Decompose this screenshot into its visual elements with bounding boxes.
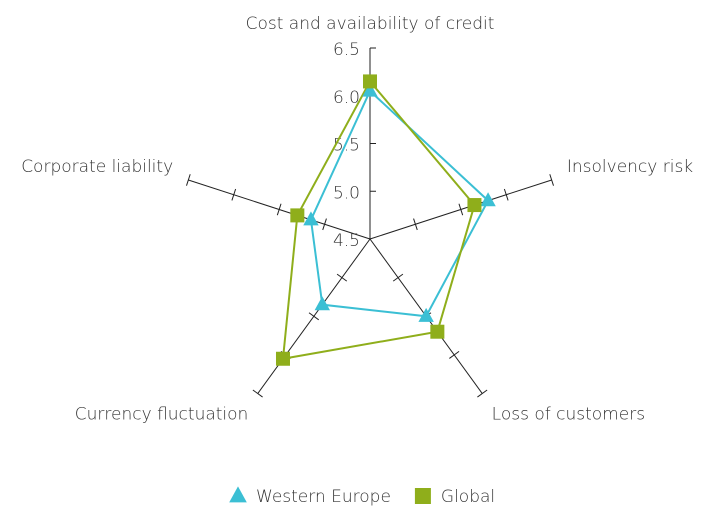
r-tick-label: 5.5: [333, 136, 360, 156]
data-point: [314, 296, 330, 311]
axis-label: Insolvency risk: [567, 157, 693, 177]
data-point: [430, 324, 445, 339]
data-point: [290, 208, 305, 223]
tick-mark: [477, 389, 488, 398]
legend-label: Global: [441, 487, 495, 507]
tick-mark: [308, 312, 320, 321]
data-point: [275, 351, 290, 366]
r-tick-label: 6.5: [333, 40, 360, 60]
axis-label: Currency fluctuation: [75, 404, 249, 424]
axis-label: Loss of customers: [492, 404, 645, 424]
series-line: [281, 79, 476, 360]
data-point: [303, 211, 319, 226]
data-point: [362, 82, 378, 97]
tick-mark: [252, 389, 263, 398]
data-point: [363, 74, 377, 89]
legend-label: Western Europe: [256, 487, 391, 507]
data-point: [467, 198, 482, 213]
axis-label: Cost and availability of credit: [246, 14, 495, 34]
tick-mark: [458, 203, 464, 216]
legend-swatch: [414, 488, 431, 504]
series-line: [309, 89, 490, 318]
tick-mark: [336, 273, 348, 282]
tick-mark: [449, 350, 460, 359]
r-tick-label: 6.0: [333, 88, 360, 108]
tick-mark: [276, 203, 282, 216]
r-tick-label: 4.5: [333, 231, 360, 251]
tick-mark: [413, 218, 418, 231]
tick-mark: [231, 188, 237, 201]
axis-label: Corporate liability: [21, 157, 173, 177]
tick-mark: [503, 188, 509, 201]
tick-mark: [186, 174, 191, 186]
tick-mark: [392, 273, 404, 282]
tick-mark: [322, 218, 327, 231]
tick-mark: [549, 174, 554, 186]
data-point: [480, 192, 496, 207]
data-point: [418, 307, 434, 322]
r-tick-label: 5.0: [333, 183, 360, 203]
legend-swatch: [229, 486, 247, 503]
